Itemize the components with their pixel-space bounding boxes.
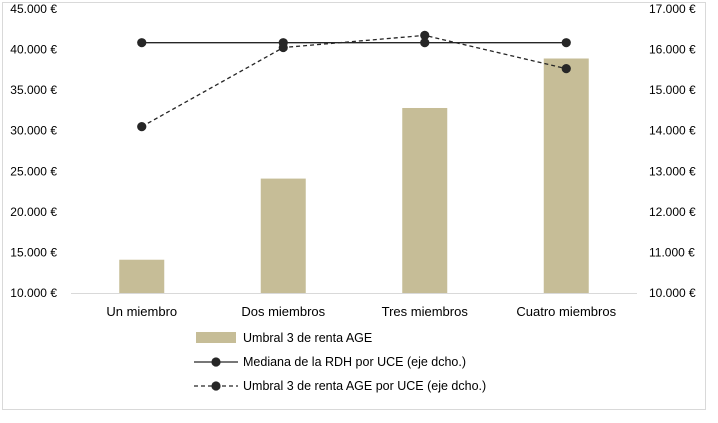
legend-label: Mediana de la RDH por UCE (eje dcho.): [243, 355, 466, 369]
right-axis-tick-label: 17.000 €: [649, 2, 696, 16]
right-axis-tick-label: 16.000 €: [649, 43, 696, 57]
category-label: Dos miembros: [241, 304, 325, 319]
line-series-1-point: [561, 38, 571, 48]
bar-4: [543, 58, 589, 293]
right-axis-tick-label: 13.000 €: [649, 164, 696, 178]
legend-swatch-marker: [211, 381, 221, 391]
line-series-2-point: [561, 64, 571, 74]
legend-swatch-marker: [211, 357, 221, 367]
left-axis-tick-label: 15.000 €: [10, 245, 57, 259]
left-axis-tick-label: 10.000 €: [10, 286, 57, 300]
line-series-1-point: [420, 38, 430, 48]
legend-label: Umbral 3 de renta AGE por UCE (eje dcho.…: [243, 379, 486, 393]
left-axis-tick-label: 25.000 €: [10, 164, 57, 178]
right-axis-tick-label: 10.000 €: [649, 286, 696, 300]
right-axis-tick-label: 14.000 €: [649, 124, 696, 138]
legend-label: Umbral 3 de renta AGE: [243, 331, 372, 345]
right-axis-tick-label: 12.000 €: [649, 205, 696, 219]
category-label: Cuatro miembros: [516, 304, 616, 319]
legend-swatch-bar: [196, 332, 236, 343]
left-axis-tick-label: 30.000 €: [10, 124, 57, 138]
line-series-1-point: [137, 38, 147, 48]
line-series-2: [141, 34, 567, 128]
right-axis-tick-label: 15.000 €: [649, 83, 696, 97]
category-label: Tres miembros: [382, 304, 469, 319]
bar-2: [260, 178, 306, 293]
left-axis-tick-label: 20.000 €: [10, 205, 57, 219]
bar-3: [402, 107, 448, 293]
line-series-2-point: [420, 30, 430, 40]
line-series-2-point: [278, 42, 288, 53]
left-axis-tick-label: 45.000 €: [10, 2, 57, 16]
right-axis-tick-label: 11.000 €: [649, 245, 695, 259]
chart-frame: [2, 2, 706, 410]
bar-1: [119, 259, 165, 293]
line-series-2-point: [137, 122, 147, 132]
left-axis-tick-label: 35.000 €: [10, 83, 57, 97]
left-axis-tick-label: 40.000 €: [10, 43, 57, 57]
category-label: Un miembro: [106, 304, 177, 319]
